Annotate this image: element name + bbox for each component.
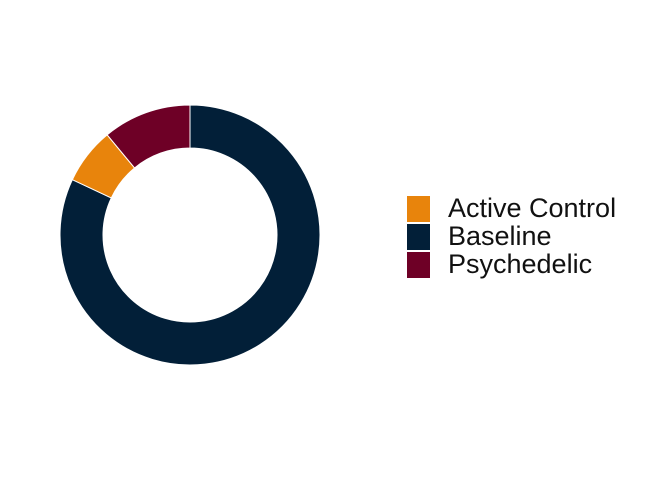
legend-label-psychedelic: Psychedelic xyxy=(448,249,592,279)
legend-swatch-baseline xyxy=(407,224,430,250)
legend-label-baseline: Baseline xyxy=(448,221,552,251)
slice-baseline xyxy=(59,104,321,366)
slice-psychedelic xyxy=(106,104,191,169)
legend-swatch-active-control xyxy=(407,196,430,222)
legend-label-active-control: Active Control xyxy=(448,193,616,223)
legend-swatch-psychedelic xyxy=(407,252,430,278)
donut-slices xyxy=(59,104,321,366)
